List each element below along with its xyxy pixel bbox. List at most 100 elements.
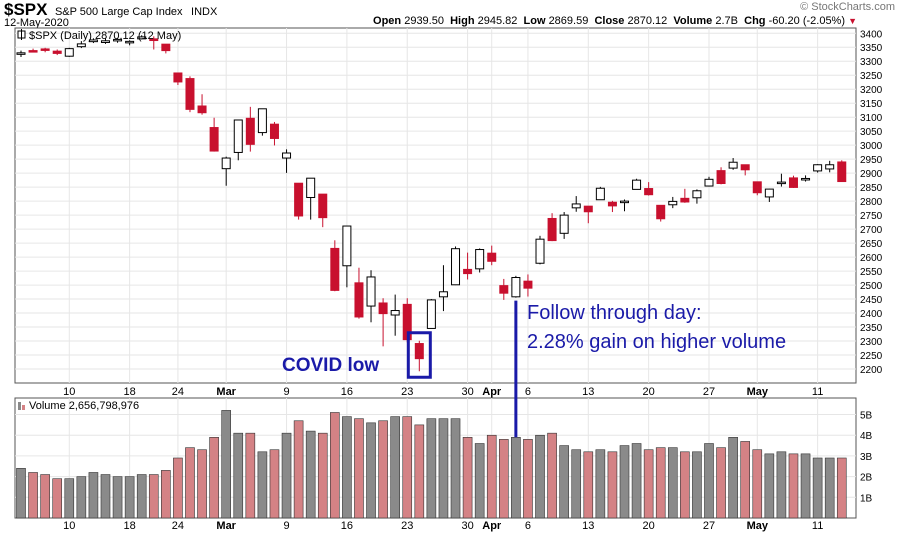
volume-xtick-label: May xyxy=(747,520,769,532)
candle xyxy=(366,270,376,323)
candle-body xyxy=(704,178,714,187)
candle xyxy=(64,47,74,57)
volume-ytick-label: 3B xyxy=(860,452,873,463)
price-ytick-label: 2850 xyxy=(860,183,883,194)
price-ytick-label: 2600 xyxy=(860,253,883,264)
candle xyxy=(294,182,304,220)
price-xtick-label: 30 xyxy=(461,386,473,398)
price-xtick-label: 18 xyxy=(124,386,136,398)
price-ytick-label: 2750 xyxy=(860,211,883,222)
price-ytick-label: 2700 xyxy=(860,225,883,236)
symbol: $SPX xyxy=(4,0,48,19)
volume-bar xyxy=(474,443,485,519)
candle xyxy=(620,199,629,212)
volume-bar xyxy=(148,474,159,519)
volume-bar xyxy=(330,412,340,519)
exchange: INDX xyxy=(191,6,218,18)
volume-bar xyxy=(511,437,521,519)
volume-bar xyxy=(752,449,763,519)
volume-bar xyxy=(450,418,461,519)
candle-body xyxy=(776,181,786,185)
candle-body xyxy=(414,343,424,360)
candle xyxy=(788,175,798,188)
volume-bar xyxy=(631,443,642,519)
volume-bar xyxy=(824,457,835,519)
price-xtick-label: 20 xyxy=(643,386,655,398)
volume-xtick-label: 23 xyxy=(401,520,413,532)
volume-bar xyxy=(704,443,714,519)
candle xyxy=(245,106,255,152)
price-ytick-label: 3000 xyxy=(860,141,883,152)
candle xyxy=(88,38,98,44)
candle xyxy=(535,235,545,265)
volume-bar xyxy=(607,451,618,519)
price-ytick-label: 2650 xyxy=(860,239,883,250)
candle-body xyxy=(185,78,195,110)
candle-body xyxy=(511,277,521,298)
volume-bar xyxy=(366,422,376,519)
candle-body xyxy=(463,268,473,275)
candle-body xyxy=(801,177,811,181)
candle-body xyxy=(607,201,617,207)
covid-low-box xyxy=(406,331,432,379)
volume-xtick-label: 11 xyxy=(812,520,823,532)
volume-bar xyxy=(136,474,147,519)
price-xtick-label: 10 xyxy=(63,386,75,398)
candle xyxy=(390,294,400,336)
volume-xtick-label: Apr xyxy=(482,520,502,532)
volume-bar xyxy=(305,430,316,519)
candle-body xyxy=(88,39,98,43)
candle xyxy=(583,205,593,224)
candle-body xyxy=(813,164,823,172)
candle xyxy=(76,41,86,49)
volume-bar xyxy=(173,457,183,519)
volume-bar xyxy=(595,449,606,519)
candle xyxy=(813,164,823,173)
candle xyxy=(125,40,135,46)
candle xyxy=(414,340,424,372)
price-xtick-label: Mar xyxy=(216,386,236,398)
volume-bar xyxy=(667,447,678,519)
candle-body xyxy=(137,36,147,40)
candle-body xyxy=(221,157,231,170)
volume-bar xyxy=(438,418,449,519)
price-ytick-label: 2400 xyxy=(860,309,883,320)
down-arrow-icon: ▼ xyxy=(848,16,857,26)
price-ytick-label: 3100 xyxy=(860,113,883,124)
volume-bar xyxy=(680,451,690,519)
open-label: Open xyxy=(373,15,402,27)
volume-xtick-label: 24 xyxy=(172,520,184,532)
price-ytick-label: 2300 xyxy=(860,337,883,348)
volume-ytick-label: 2B xyxy=(860,473,873,484)
volume-xtick-label: 20 xyxy=(643,520,655,532)
candle xyxy=(269,121,279,146)
volume-bar xyxy=(716,447,726,519)
candle xyxy=(692,189,702,204)
volume-bar xyxy=(197,449,207,519)
price-ytick-label: 2800 xyxy=(860,197,883,208)
candle xyxy=(28,48,38,53)
candle-body xyxy=(76,43,86,48)
candle-body xyxy=(342,225,352,267)
candle xyxy=(571,196,581,212)
index-name: S&P 500 Large Cap Index xyxy=(54,6,183,18)
candle xyxy=(100,38,110,44)
candle xyxy=(426,299,436,329)
volume-bar xyxy=(257,451,268,519)
volume-bar xyxy=(776,451,787,519)
candle-body xyxy=(535,238,545,264)
candle-body xyxy=(559,214,569,234)
volume-bar xyxy=(112,476,123,519)
volume-bar xyxy=(245,432,256,519)
high-value: 2945.82 xyxy=(477,15,518,27)
volume-bar xyxy=(378,420,388,519)
volume-bar xyxy=(354,418,364,519)
candle xyxy=(463,252,473,280)
candle-body xyxy=(28,50,38,53)
volume-bar xyxy=(40,474,50,519)
candle xyxy=(776,173,786,187)
volume-bar xyxy=(342,416,352,519)
candle xyxy=(209,117,219,152)
volume-bar xyxy=(124,476,135,519)
